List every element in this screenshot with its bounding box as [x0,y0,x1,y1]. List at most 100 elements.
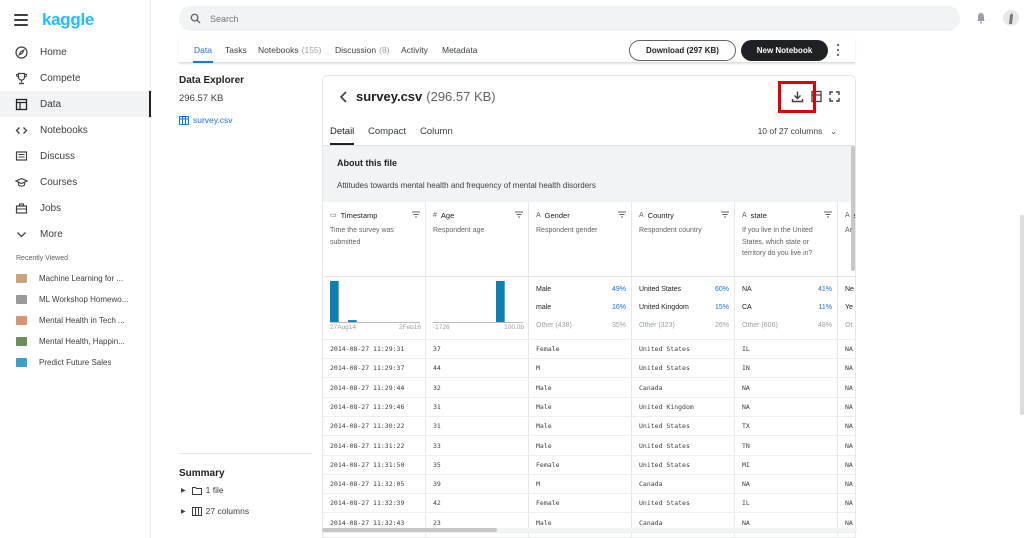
category-stat: male 16% [536,304,626,311]
data-explorer-file-link[interactable]: survey.csv [179,115,233,125]
search-bar[interactable] [179,6,960,31]
column-header[interactable]: # Age [433,209,523,221]
sort-filter-icon[interactable] [824,211,832,218]
search-input[interactable] [210,13,910,24]
view-tab-compact[interactable]: Compact [368,126,407,137]
new-notebook-button[interactable]: New Notebook [741,40,828,61]
column-header[interactable]: ▭ Timestamp [330,209,420,221]
sidebar-item-jobs[interactable]: Jobs [0,195,151,221]
more-options-icon[interactable] [835,44,841,56]
table-cell: NA [742,383,750,392]
horizontal-scroll-thumb[interactable] [322,528,497,532]
fullscreen-icon[interactable] [828,90,841,103]
sidebar-item-home[interactable]: Home [0,39,151,65]
tab-discussion[interactable]: Discussion (8) [335,45,390,55]
table-cell: 2014-08-27 11:29:37 [330,364,405,373]
kaggle-logo[interactable]: kaggle [42,10,95,29]
table-cell: 2014-08-27 11:32:43 [330,518,405,527]
download-dataset-button[interactable]: Download (297 KB) [629,40,736,61]
summary-divider [179,453,312,454]
page-scrollbar[interactable] [1020,215,1024,415]
table-cell: Male [536,422,552,431]
summary-files-label: 1 file [205,485,224,495]
table-cell: 37 [433,345,441,353]
expand-caret-icon: ▶ [181,487,186,494]
sort-filter-icon[interactable] [618,211,626,218]
sidebar-item-discuss[interactable]: Discuss [0,143,151,169]
tab-activity[interactable]: Activity [401,45,428,55]
table-cell: 42 [433,499,441,508]
sidebar-item-data[interactable]: Data [0,91,151,117]
recently-viewed-item[interactable]: ML Workshop Homewo... [16,289,148,310]
recently-viewed-item[interactable]: Predict Future Sales [16,352,148,373]
category-name: male [536,304,552,311]
tab-notebooks[interactable]: Notebooks (155) [258,45,321,55]
sort-filter-icon[interactable] [515,211,523,218]
table-cell: 2014-08-27 11:29:44 [330,383,405,392]
table-cell: TX [742,422,750,431]
summary-columns-label: 27 columns [205,506,250,516]
bell-icon[interactable] [975,12,987,24]
hamburger-menu-icon[interactable] [14,14,28,26]
sidebar-item-notebooks[interactable]: Notebooks [0,117,151,143]
sidebar-item-courses[interactable]: Courses [0,169,151,195]
table-cell: 31 [433,422,441,431]
table-cell: IN [742,364,750,373]
table-cell: Canada [639,480,663,489]
tab-metadata[interactable]: Metadata [442,45,477,55]
recently-viewed-item[interactable]: Mental Health in Tech ... [16,310,148,331]
table-cell: 2014-08-27 11:31:50 [330,460,405,469]
column-count-dropdown[interactable]: 10 of 27 columns ⌄ [758,126,837,136]
string-icon: A [845,211,850,219]
brand: kaggle [14,10,94,30]
table-cell: M [536,364,540,373]
sidebar-item-compete[interactable]: Compete [0,65,151,91]
column-description: If you live in the United States, which … [742,227,813,257]
table-cell: MI [742,460,750,469]
view-tab-column[interactable]: Column [420,126,453,137]
column-header[interactable]: A Gender [536,209,626,221]
category-stat: NA 41% [742,286,832,293]
sort-filter-icon[interactable] [412,211,420,218]
row-divider [323,531,855,533]
summary-files-row[interactable]: ▶ 1 file [181,485,224,495]
vertical-scrollbar[interactable] [851,146,855,271]
data-explorer-title: Data Explorer [179,75,245,86]
search-icon [190,13,201,24]
row-divider [323,454,855,456]
about-file-description: Attitudes towards mental health and freq… [337,181,596,190]
table-cell: Female [536,345,560,353]
row-divider [323,339,855,340]
recently-viewed-item[interactable]: Machine Learning for ... [16,268,148,289]
table-cell: NA [845,518,853,527]
view-tab-detail[interactable]: Detail [330,126,355,137]
row-divider [323,396,855,398]
table-file-icon [179,115,189,125]
stats-divider [323,276,855,277]
recently-viewed-item[interactable]: Mental Health, Happin... [16,331,148,352]
sort-filter-icon[interactable] [721,211,729,218]
sidebar-nav: Home Compete Data Notebooks Discuss Courses Jo… [0,39,151,247]
table-cell: M [536,480,540,489]
user-avatar[interactable] [1003,10,1019,26]
summary-columns-row[interactable]: ▶ 27 columns [181,506,249,516]
category-stat: Other (606) 48% [742,322,832,329]
category-name: Ne [845,286,854,293]
column-header[interactable]: As [845,209,855,221]
tab-data[interactable]: Data [194,45,212,55]
folder-icon [191,486,202,495]
column-header[interactable]: A Country [639,209,729,221]
tab-label: Discussion [335,45,377,55]
column-description: Time the survey was submitted [330,227,394,246]
horizontal-scrollbar[interactable] [322,528,857,532]
category-percent: 11% [818,304,833,311]
data-table: ▭ Timestamp Time the survey was submitted 2… [323,202,855,537]
sidebar-item-more[interactable]: More [0,221,151,247]
data-explorer-size: 296.57 KB [179,93,224,104]
back-arrow-icon[interactable] [339,91,349,103]
download-file-icon[interactable] [791,90,804,103]
tab-tasks[interactable]: Tasks [225,45,247,55]
category-percent: 16% [611,304,626,311]
dataset-thumbnail-icon [16,316,27,325]
